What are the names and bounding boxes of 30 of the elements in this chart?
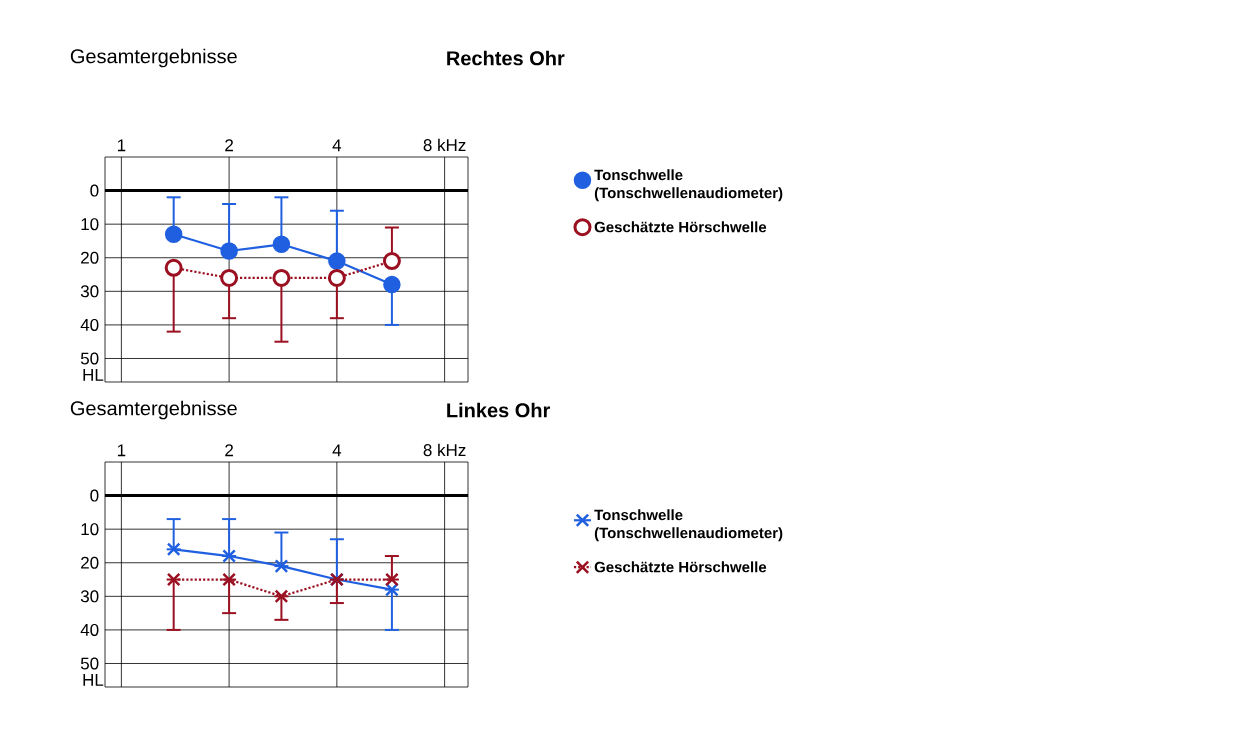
y-axis-title: HL [83,674,104,686]
chart-subtitle: Gesamtergebnisse [70,48,237,68]
chart-title: Linkes Ohr [447,402,551,418]
x-tick-label: 4 [332,139,342,152]
y-tick-label: 40 [80,623,99,636]
y-tick-label: 30 [80,590,99,603]
y-tick-label: 10 [81,523,99,536]
y-tick-label: 0 [90,184,99,197]
y-tick-label: 10 [81,218,99,231]
y-tick-label: 50 [80,657,99,670]
legend-label: Geschätzte Hörschwelle [594,221,767,233]
chart-subtitle: Gesamtergebnisse [70,400,237,420]
y-tick-label: 30 [80,285,99,298]
x-tick-label: 8 kHz [423,443,466,457]
x-tick-label: 1 [117,139,126,152]
y-tick-label: 0 [90,489,99,502]
y-tick-label: 50 [80,352,99,365]
y-axis-title: HL [83,369,104,381]
x-tick-label: 8 kHz [423,138,466,152]
y-tick-label: 20 [81,556,99,569]
x-tick-label: 4 [332,444,342,457]
x-tick-label: 2 [225,139,233,152]
x-tick-label: 2 [225,444,233,457]
y-tick-label: 20 [81,251,99,264]
x-tick-label: 1 [117,444,126,457]
legend-label: Geschätzte Hörschwelle [594,561,767,573]
legend-label: Tonschwelle (Tonschwellenaudiometer) [594,509,783,542]
y-tick-label: 40 [80,318,99,331]
legend-label: Tonschwelle (Tonschwellenaudiometer) [594,169,783,202]
chart-title: Rechtes Ohr [447,50,565,66]
